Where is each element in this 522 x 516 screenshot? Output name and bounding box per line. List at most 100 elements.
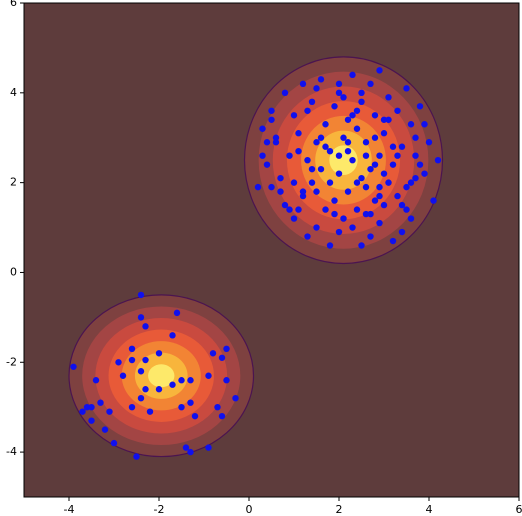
data-point xyxy=(376,152,383,159)
data-point xyxy=(277,174,284,182)
data-point xyxy=(367,210,374,218)
data-point xyxy=(349,156,356,164)
data-point xyxy=(326,179,334,186)
data-point xyxy=(304,107,311,114)
data-point xyxy=(371,161,379,168)
y-tick-label: -4 xyxy=(6,445,17,458)
data-point xyxy=(416,103,424,110)
data-point xyxy=(115,359,122,366)
contour-line xyxy=(243,56,444,265)
data-point xyxy=(376,192,383,200)
data-point xyxy=(137,291,145,299)
data-point xyxy=(290,215,298,222)
data-point xyxy=(358,242,365,249)
data-point xyxy=(187,377,194,384)
data-point xyxy=(209,350,217,357)
data-point xyxy=(389,161,397,168)
data-point xyxy=(205,444,212,451)
data-point xyxy=(349,112,356,119)
data-point xyxy=(322,143,329,150)
data-point xyxy=(308,98,316,106)
data-point xyxy=(353,125,361,132)
data-point xyxy=(376,219,383,227)
data-point xyxy=(254,183,262,191)
data-point xyxy=(286,152,293,159)
data-point xyxy=(281,89,289,97)
data-point xyxy=(286,206,293,213)
data-point xyxy=(308,165,316,173)
data-point xyxy=(268,116,275,123)
data-point xyxy=(313,188,320,195)
data-point xyxy=(187,448,194,456)
data-point xyxy=(88,417,95,424)
data-point xyxy=(376,183,383,191)
data-point xyxy=(268,107,275,114)
data-point xyxy=(272,139,280,146)
data-point xyxy=(259,152,266,159)
data-point xyxy=(353,206,361,213)
data-point xyxy=(313,139,320,146)
data-point xyxy=(133,453,140,460)
data-point xyxy=(295,148,302,155)
data-point xyxy=(344,139,352,146)
data-point xyxy=(277,188,284,195)
data-point xyxy=(326,242,334,249)
data-point xyxy=(232,395,239,402)
data-point xyxy=(385,179,392,186)
data-point xyxy=(344,148,352,155)
data-point xyxy=(344,116,352,123)
data-point xyxy=(362,152,370,159)
data-point xyxy=(380,201,388,209)
data-point xyxy=(137,368,145,375)
data-point xyxy=(335,80,343,88)
data-point xyxy=(340,134,347,141)
data-point xyxy=(358,98,365,106)
data-point xyxy=(367,80,374,88)
data-point xyxy=(358,174,365,182)
data-point xyxy=(371,134,379,141)
data-point xyxy=(416,161,424,168)
data-point xyxy=(92,377,100,384)
x-tick-label: 0 xyxy=(246,503,253,516)
data-point xyxy=(304,156,311,164)
data-point xyxy=(385,116,392,123)
data-point xyxy=(421,121,428,128)
data-point xyxy=(281,201,289,209)
data-point xyxy=(335,89,343,97)
data-point xyxy=(403,206,410,213)
x-tick-label: -2 xyxy=(154,503,165,516)
data-point xyxy=(304,233,311,240)
data-point xyxy=(362,139,370,146)
data-point xyxy=(394,107,401,114)
data-point xyxy=(335,152,343,159)
data-point xyxy=(128,403,136,411)
data-point xyxy=(169,332,176,339)
data-point xyxy=(187,399,194,406)
data-point xyxy=(412,174,419,182)
data-point xyxy=(106,408,113,415)
data-point xyxy=(389,237,397,245)
x-tick-label: 4 xyxy=(426,503,433,516)
axes-frame xyxy=(23,2,520,498)
data-point xyxy=(263,161,271,168)
data-point xyxy=(128,356,136,364)
data-point xyxy=(317,134,325,141)
data-point xyxy=(349,71,356,79)
data-point xyxy=(331,197,338,204)
data-point xyxy=(155,386,163,393)
data-point xyxy=(119,372,127,379)
data-point xyxy=(407,121,415,128)
data-point xyxy=(308,179,316,186)
data-point xyxy=(367,233,374,240)
data-point xyxy=(430,197,437,204)
data-point xyxy=(182,444,190,451)
x-tick-label: -4 xyxy=(64,503,75,516)
data-point xyxy=(299,192,307,200)
data-point xyxy=(313,224,320,231)
data-point xyxy=(313,85,320,92)
data-point xyxy=(97,399,104,406)
data-point xyxy=(223,377,230,384)
data-point xyxy=(259,125,266,132)
data-point xyxy=(367,165,374,173)
data-point xyxy=(169,381,176,388)
